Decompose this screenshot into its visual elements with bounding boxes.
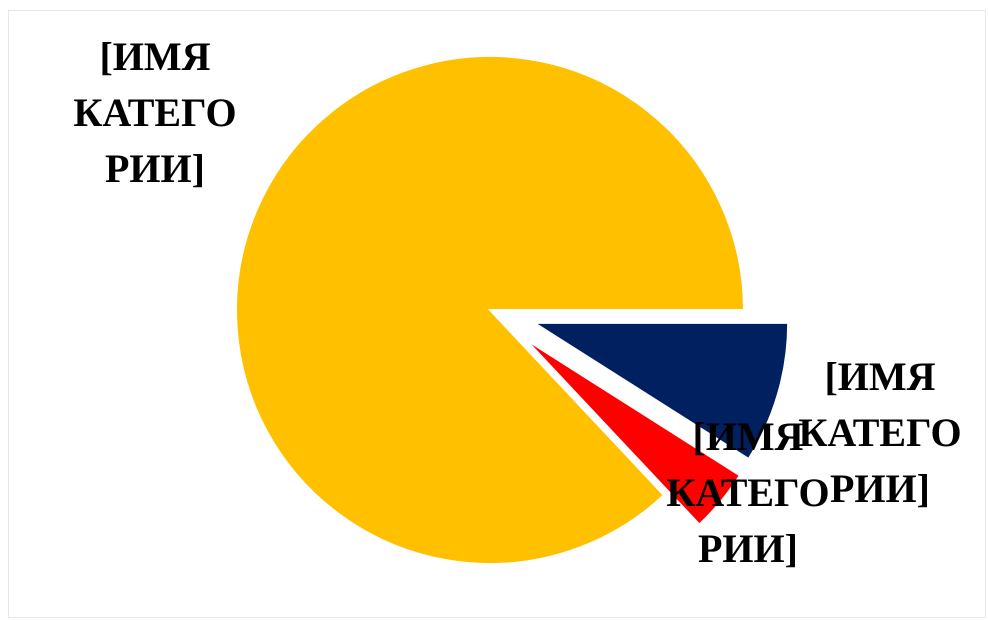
slice-label-line: КАТЕГО: [666, 470, 829, 515]
slice-label-1: [ИМЯ КАТЕГО РИИ]: [798, 354, 961, 511]
slice-label-line: КАТЕГО: [798, 410, 961, 455]
slice-label-line: КАТЕГО: [73, 90, 236, 135]
pie-slice-3: [235, 55, 746, 565]
slice-label-line: РИИ]: [830, 466, 930, 511]
slice-label-line: [ИМЯ: [824, 354, 935, 399]
pie-slices: [235, 55, 790, 565]
slice-label-line: [ИМЯ: [99, 34, 210, 79]
pie-labels: [ИМЯ КАТЕГО РИИ][ИМЯ КАТЕГО РИИ][ИМЯ КАТЕГО РИ…: [73, 34, 961, 571]
slice-label-line: [ИМЯ: [692, 414, 803, 459]
slice-label-3: [ИМЯ КАТЕГО РИИ]: [73, 34, 236, 191]
slice-label-line: РИИ]: [105, 146, 205, 191]
slice-label-line: РИИ]: [698, 526, 798, 571]
slice-label-2: [ИМЯ КАТЕГО РИИ]: [666, 414, 829, 571]
pie-slice-1: [530, 321, 790, 461]
pie-slice-2: [524, 338, 742, 526]
